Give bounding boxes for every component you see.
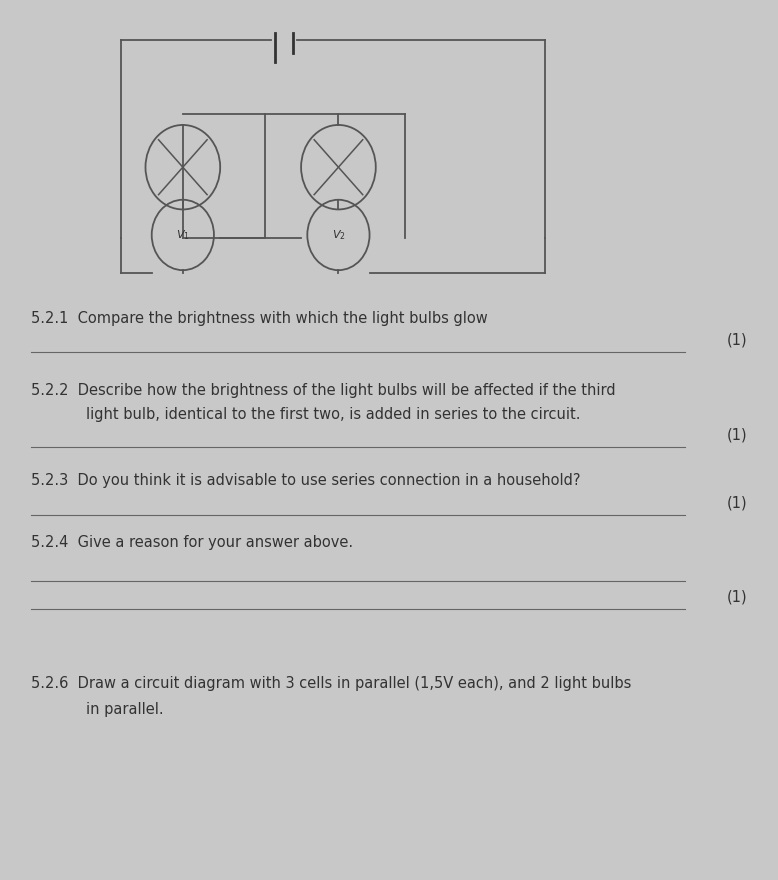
Text: $V_1$: $V_1$ <box>176 228 190 242</box>
Text: (1): (1) <box>726 333 747 348</box>
Text: 5.2.1  Compare the brightness with which the light bulbs glow: 5.2.1 Compare the brightness with which … <box>31 311 488 326</box>
Text: (1): (1) <box>726 428 747 443</box>
Text: 5.2.4  Give a reason for your answer above.: 5.2.4 Give a reason for your answer abov… <box>31 535 353 550</box>
Text: 5.2.3  Do you think it is advisable to use series connection in a household?: 5.2.3 Do you think it is advisable to us… <box>31 473 580 488</box>
Text: in parallel.: in parallel. <box>86 702 163 717</box>
Text: 5.2.2  Describe how the brightness of the light bulbs will be affected if the th: 5.2.2 Describe how the brightness of the… <box>31 383 615 398</box>
Text: (1): (1) <box>726 590 747 605</box>
Text: $V_2$: $V_2$ <box>331 228 345 242</box>
Text: 5.2.6  Draw a circuit diagram with 3 cells in parallel (1,5V each), and 2 light : 5.2.6 Draw a circuit diagram with 3 cell… <box>31 676 632 691</box>
Text: (1): (1) <box>726 495 747 510</box>
Text: light bulb, identical to the first two, is added in series to the circuit.: light bulb, identical to the first two, … <box>86 407 580 422</box>
